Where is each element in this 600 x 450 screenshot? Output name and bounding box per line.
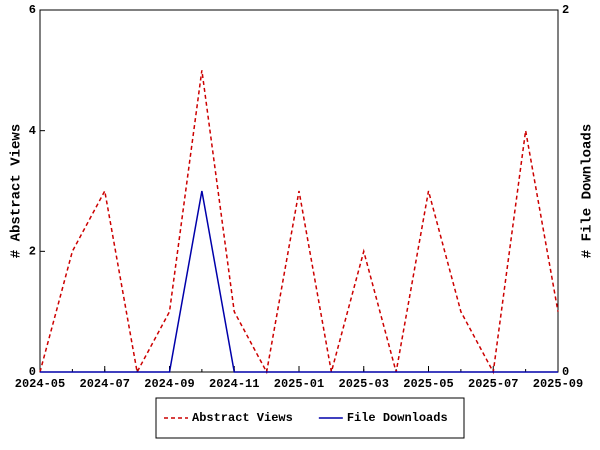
x-tick-label: 2024-09	[144, 377, 194, 391]
x-tick-label: 2025-03	[339, 377, 389, 391]
y-axis-title: # Abstract Views	[9, 124, 25, 258]
x-tick-label: 2025-07	[468, 377, 518, 391]
y-tick-label: 4	[29, 124, 36, 138]
x-tick-label: 2024-07	[80, 377, 130, 391]
y2-tick-label: 2	[562, 3, 569, 17]
y-tick-label: 0	[29, 365, 36, 379]
legend-box	[155, 397, 465, 439]
x-tick-label: 2025-05	[403, 377, 453, 391]
series-line	[40, 190, 558, 373]
x-tick-label: 2025-01	[274, 377, 324, 391]
x-tick-label: 2024-05	[15, 377, 65, 391]
series-line	[39, 70, 559, 375]
y-tick-label: 6	[29, 3, 36, 17]
legend-label: File Downloads	[347, 411, 448, 425]
y2-tick-label: 0	[562, 365, 569, 379]
y-tick-label: 2	[29, 245, 36, 259]
y2-axis-title: # File Downloads	[580, 124, 596, 258]
x-tick-label: 2024-11	[209, 377, 259, 391]
legend-label: Abstract Views	[192, 411, 293, 425]
x-tick-label: 2025-09	[533, 377, 583, 391]
